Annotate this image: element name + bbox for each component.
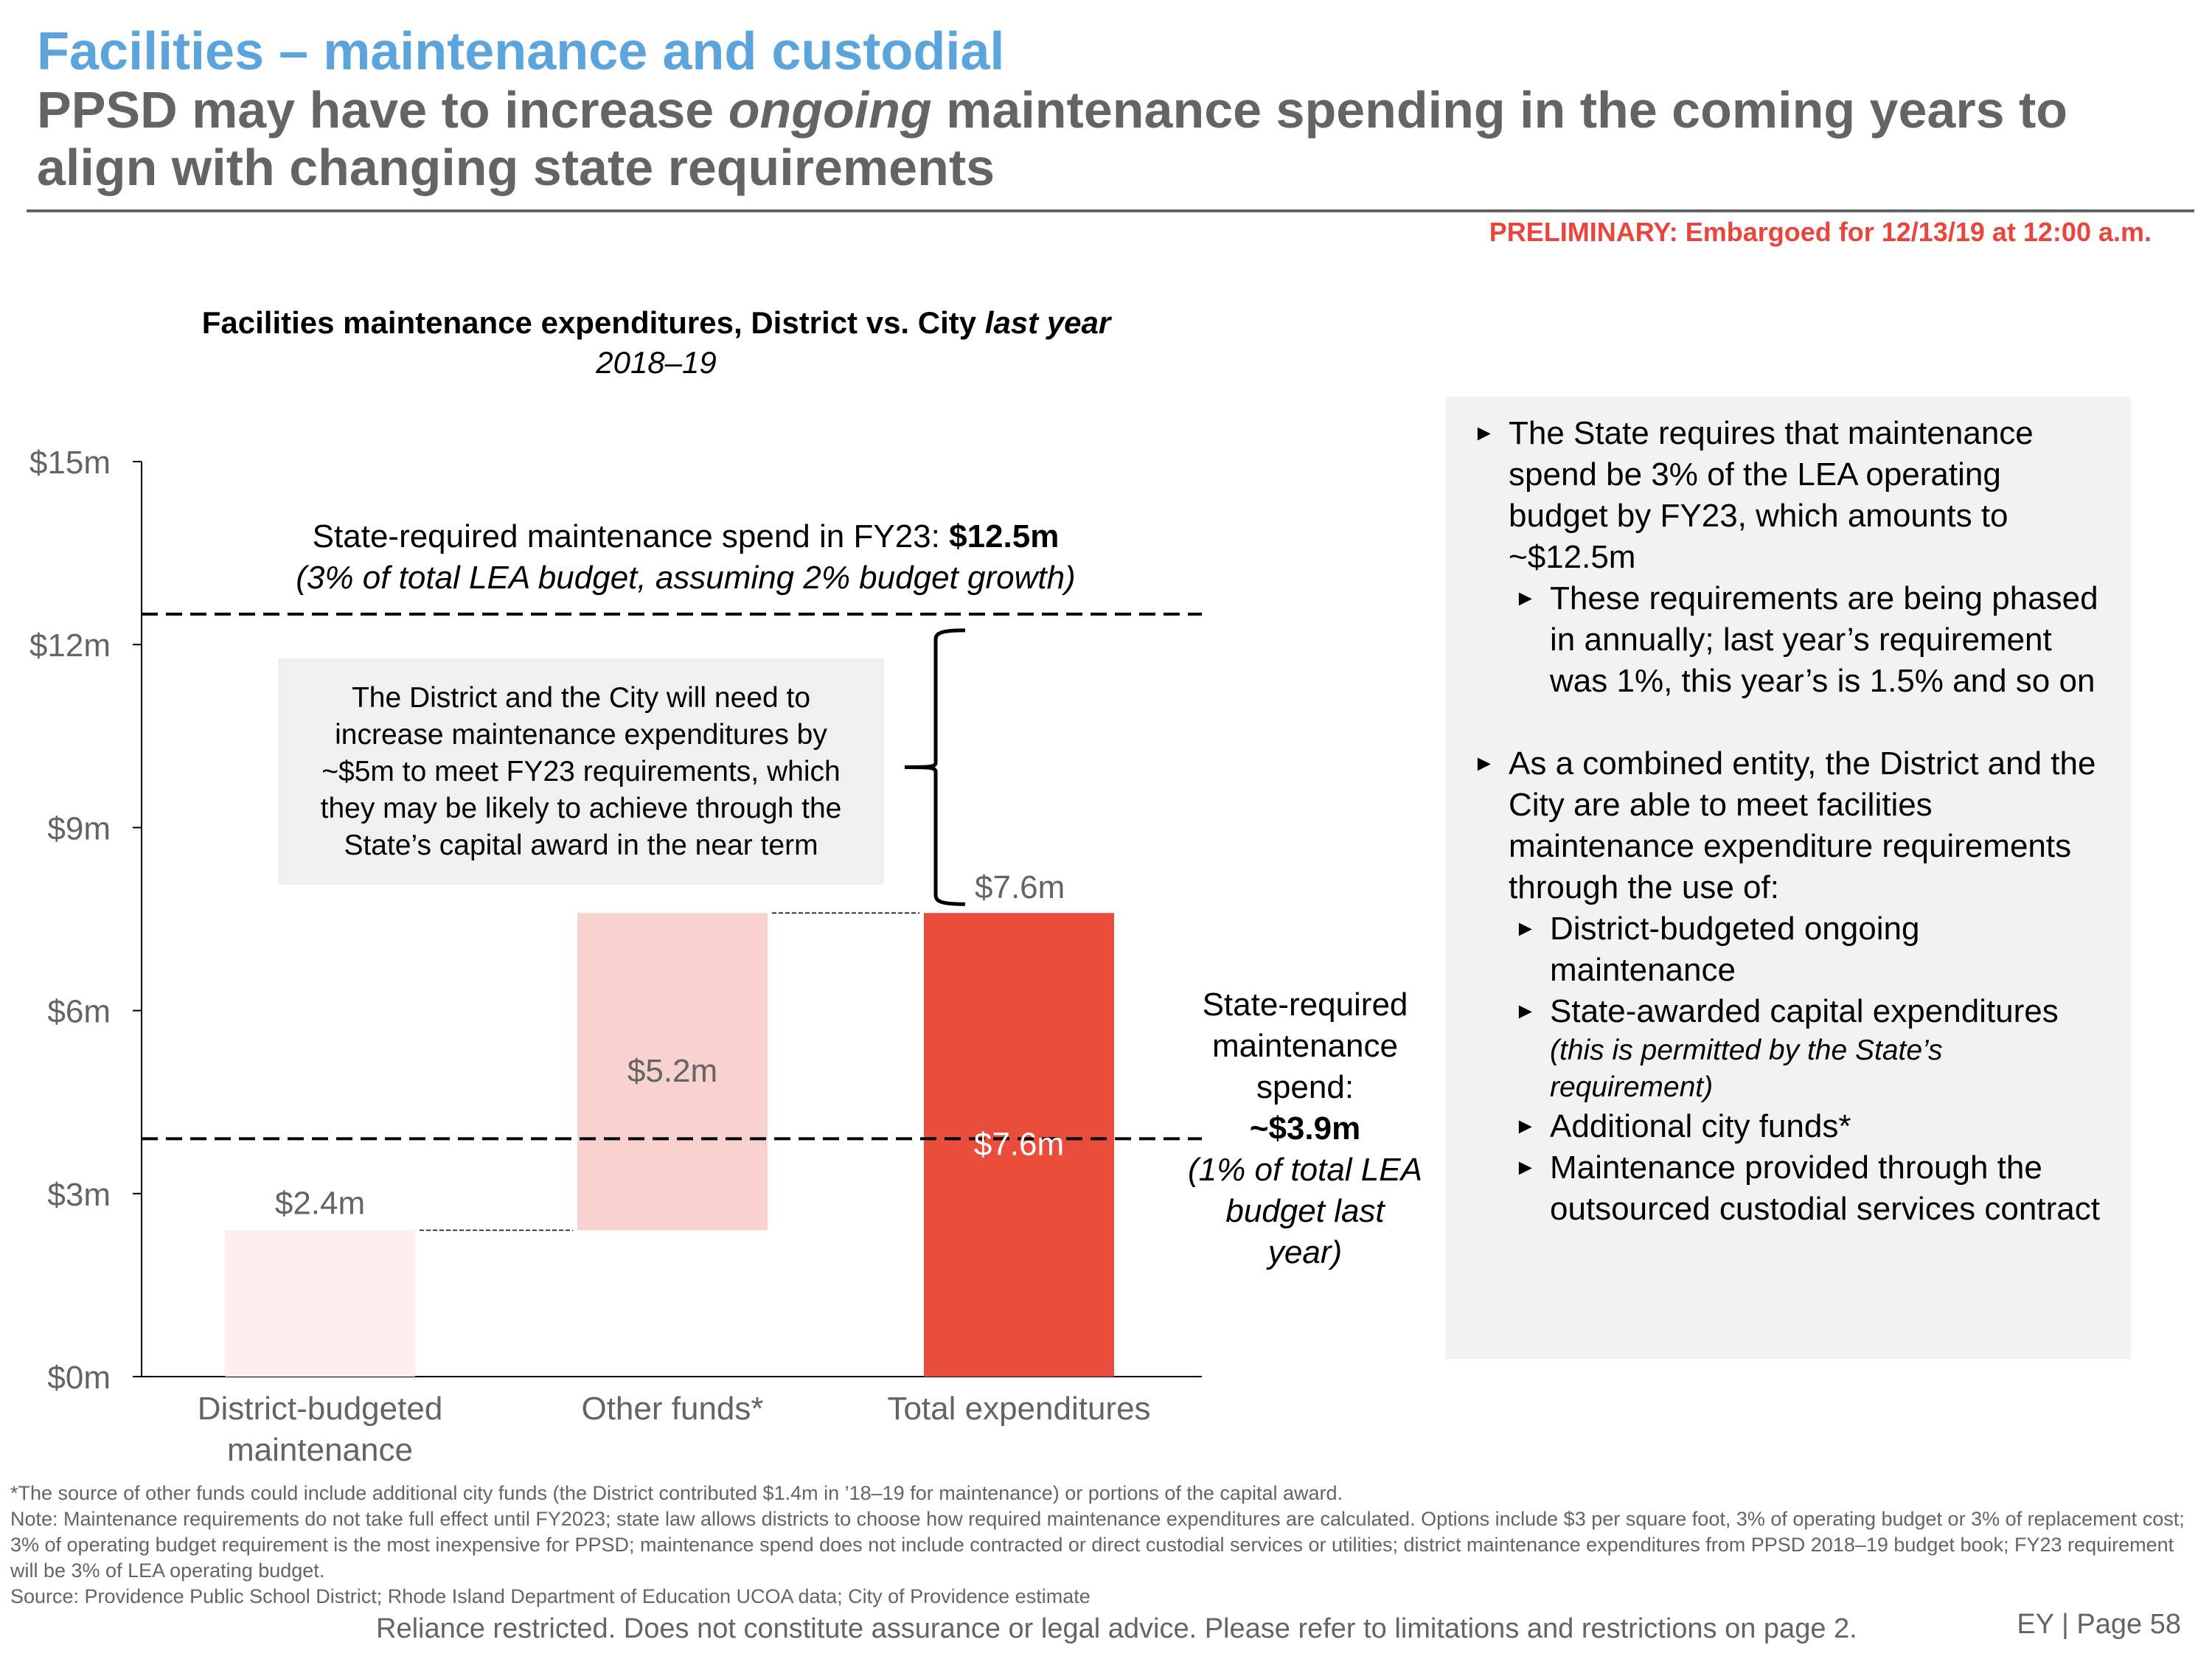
headline-part1: PPSD may have to increase [37,81,728,139]
last-year-requirement-value: ~$3.9m [1249,1110,1361,1147]
title-section: Facilities – maintenance and custodial P… [37,22,2190,196]
last-year-requirement-label: State-required maintenance spend: ~$3.9m… [1187,984,1423,1273]
preliminary-notice: PRELIMINARY: Embargoed for 12/13/19 at 1… [1489,217,2152,247]
gap-callout-text: The District and the City will need to i… [320,681,842,861]
title-divider [27,209,2194,212]
y-tick-label: $0m [47,1360,111,1396]
chart-title: Facilities maintenance expenditures, Dis… [140,302,1172,344]
bullet-item: ► As a combined entity, the District and … [1467,743,2109,908]
last-year-requirement-text: State-required maintenance spend: [1202,987,1408,1105]
footnote-source: Source: Providence Public School Distric… [10,1585,1091,1607]
gap-callout: The District and the City will need to i… [278,658,884,885]
chart-title-text: Facilities maintenance expenditures, Dis… [201,305,977,340]
data-label: $5.2m [627,1053,717,1089]
x-axis-labels: District-budgeted maintenance Other funds*… [198,1391,1151,1468]
bullet-text: Maintenance provided through the outsour… [1550,1150,2100,1227]
data-label: $7.6m [974,1126,1064,1162]
page-number: EY | Page 58 [2017,1609,2181,1640]
bullet-text: The State requires that maintenance spen… [1509,415,2034,575]
x-tick-label: District-budgeted [198,1391,443,1427]
connector-lines [420,912,919,1231]
bullet-text: District-budgeted ongoing maintenance [1550,911,1920,988]
curly-brace [904,628,966,906]
y-tick-label: $15m [29,445,111,481]
disclaimer: Reliance restricted. Does not constitute… [376,1613,1857,1644]
triangle-bullet-icon: ► [1514,917,1537,941]
x-tick-label: maintenance [227,1432,413,1468]
triangle-bullet-icon: ► [1514,586,1537,611]
chart-subtitle: 2018–19 [596,345,717,380]
fy23-requirement-note: (3% of total LEA budget, assuming 2% bud… [296,560,1076,596]
fy23-requirement-line1: State-required maintenance spend in FY23… [243,516,1128,557]
triangle-bullet-icon: ► [1514,1155,1537,1180]
sub-bullet-item: ► These requirements are being phased in … [1467,578,2109,702]
sub-bullet-item: ► Additional city funds* [1467,1106,2109,1147]
last-year-requirement-note: (1% of total LEA budget last year) [1188,1152,1422,1270]
fy23-requirement-text: State-required maintenance spend in FY23… [312,518,950,554]
footnotes: *The source of other funds could include… [10,1481,2193,1610]
gap-bracket [904,628,966,906]
chart-title-emphasis: last year [984,305,1111,340]
triangle-bullet-icon: ► [1514,999,1537,1023]
y-tick-label: $3m [47,1177,111,1213]
sub-bullet-item: ► District-budgeted ongoing maintenance [1467,908,2109,991]
bullet-text: These requirements are being phased in a… [1550,580,2098,699]
headline: PPSD may have to increase ongoing mainte… [37,81,2190,196]
triangle-bullet-icon: ► [1473,751,1495,776]
spacer [1467,702,2109,743]
x-tick-label: Total expenditures [887,1391,1150,1427]
data-label: $2.4m [275,1185,365,1221]
bullet-text: State-awarded capital expenditures [1550,993,2059,1029]
bullet-text: Additional city funds* [1550,1108,1851,1144]
headline-emphasis: ongoing [728,81,932,139]
y-tick-label: $12m [29,627,111,664]
x-tick-label: Other funds* [581,1391,763,1427]
section-title: Facilities – maintenance and custodial [37,22,1005,81]
y-tick-label: $9m [47,810,111,846]
bullet-item: ► The State requires that maintenance spe… [1467,413,2109,578]
bar [924,913,1114,1377]
y-tick-label: $6m [47,994,111,1030]
bars [225,913,1114,1377]
bar [225,1230,415,1377]
fy23-requirement-label: State-required maintenance spend in FY23… [243,516,1128,599]
commentary-panel: ► The State requires that maintenance spe… [1445,397,2131,1359]
sub-bullet-item: ► Maintenance provided through the outsou… [1467,1147,2109,1230]
chart-title-block: Facilities maintenance expenditures, Dis… [140,302,1172,382]
triangle-bullet-icon: ► [1514,1114,1537,1138]
headline-part2: maintenance spending in the coming years… [37,81,2068,196]
sub-bullet-item: ► State-awarded capital expenditures (this… [1467,991,2109,1106]
triangle-bullet-icon: ► [1473,421,1495,445]
bar [577,913,768,1231]
bracket-label: $7.6m [975,869,1065,905]
bullet-note: (this is permitted by the State’s requir… [1550,1034,1943,1103]
footnote-note: Note: Maintenance requirements do not ta… [10,1508,2185,1582]
fy23-requirement-value: $12.5m [949,518,1060,554]
footnote-other-funds: *The source of other funds could include… [10,1482,1343,1504]
bullet-text: As a combined entity, the District and t… [1509,745,2096,905]
data-labels: $2.4m $5.2m $7.6m $7.6m [275,869,1065,1221]
